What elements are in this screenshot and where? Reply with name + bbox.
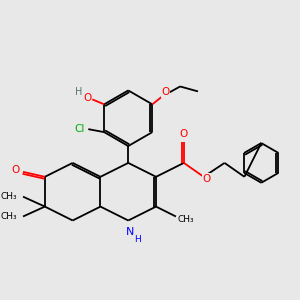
- Text: O: O: [161, 87, 170, 98]
- Text: H: H: [75, 87, 82, 98]
- Text: O: O: [202, 174, 211, 184]
- Text: H: H: [134, 235, 141, 244]
- Text: O: O: [180, 129, 188, 139]
- Text: O: O: [11, 165, 19, 175]
- Text: CH₃: CH₃: [1, 192, 17, 201]
- Text: CH₃: CH₃: [178, 215, 194, 224]
- Text: O: O: [83, 93, 92, 103]
- Text: N: N: [126, 227, 134, 237]
- Text: CH₃: CH₃: [1, 212, 17, 221]
- Text: Cl: Cl: [74, 124, 85, 134]
